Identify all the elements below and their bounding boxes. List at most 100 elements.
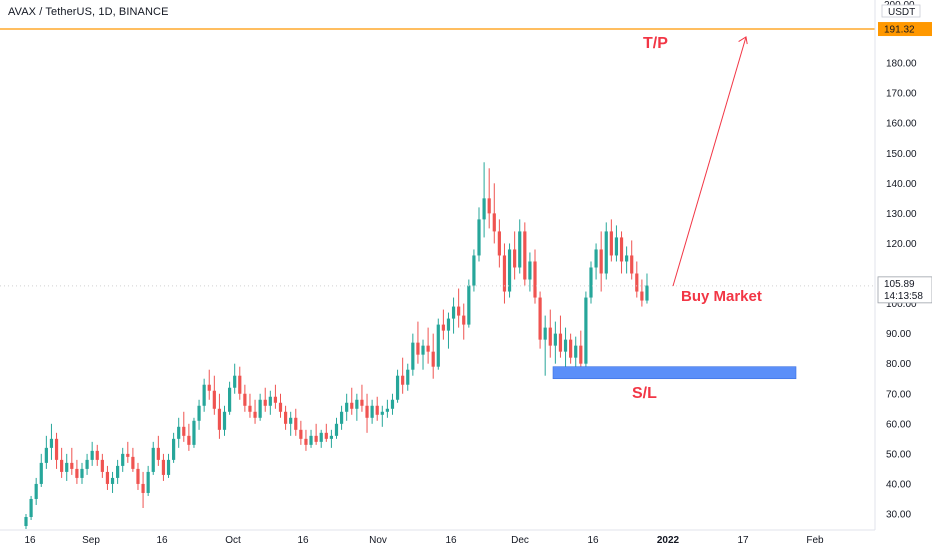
candle-body <box>350 402 354 409</box>
candle-body <box>228 387 232 412</box>
candle <box>579 330 583 370</box>
candle-body <box>39 462 43 484</box>
candle-body <box>273 396 278 403</box>
candle <box>497 219 501 268</box>
candle <box>380 405 384 427</box>
candle-body <box>492 213 496 232</box>
candle <box>630 240 634 280</box>
candle <box>278 393 283 418</box>
candle-body <box>528 261 532 280</box>
countdown-label: 14:13:58 <box>884 291 923 302</box>
candle-body <box>283 411 288 424</box>
buy-market-label: Buy Market <box>681 288 762 305</box>
candle-body <box>406 369 410 385</box>
candle <box>70 447 74 475</box>
candle-body <box>202 384 206 406</box>
time-tick-label: 16 <box>445 535 457 546</box>
price-tick-label: 160.00 <box>886 119 917 130</box>
candle-body <box>156 447 160 460</box>
candle-body <box>146 471 150 493</box>
price-tick-label: 150.00 <box>886 149 917 160</box>
candle <box>472 249 476 292</box>
time-tick-label: Dec <box>511 535 529 546</box>
candle-body <box>70 462 74 469</box>
candle-body <box>360 399 364 406</box>
candle-body <box>233 375 237 388</box>
candle-body <box>589 267 593 298</box>
time-tick-label: Oct <box>225 535 241 546</box>
candle-body <box>100 459 104 472</box>
candle <box>609 219 613 262</box>
price-tick-label: 170.00 <box>886 89 917 100</box>
candle <box>350 387 354 415</box>
candle <box>451 297 456 334</box>
candle-body <box>609 231 613 256</box>
candle <box>44 435 48 469</box>
candle <box>604 222 608 280</box>
candle <box>110 471 115 493</box>
candle-body <box>187 435 191 445</box>
candle <box>182 411 186 442</box>
candle-body <box>222 411 227 430</box>
candle-body <box>630 255 634 274</box>
candle <box>289 411 293 436</box>
time-tick-label: Nov <box>369 535 387 546</box>
candle-body <box>625 255 629 262</box>
candle <box>411 333 415 376</box>
candle <box>136 462 140 490</box>
candle-body <box>370 405 374 418</box>
candle-body <box>207 384 211 391</box>
candle-body <box>339 411 344 424</box>
candle-body <box>375 405 379 415</box>
candle-body <box>635 273 639 292</box>
candle-body <box>446 318 451 331</box>
candle <box>360 384 364 412</box>
candle <box>299 420 303 445</box>
candle-body <box>355 399 359 409</box>
candle <box>365 393 369 433</box>
price-tick-label: 40.00 <box>886 479 911 490</box>
candle-body <box>253 411 257 418</box>
candle <box>319 429 323 448</box>
candle <box>65 453 69 481</box>
candle <box>177 417 181 448</box>
last-price-tag <box>877 276 932 304</box>
candle-body <box>640 291 644 301</box>
candle <box>421 339 425 370</box>
candle <box>401 357 405 394</box>
candle-body <box>482 198 486 220</box>
price-tick-label: 90.00 <box>886 329 911 340</box>
time-scale-bg <box>0 530 932 550</box>
candle <box>60 447 64 478</box>
candle <box>29 495 33 521</box>
candle <box>273 384 278 409</box>
time-tick-label: Feb <box>806 535 824 546</box>
candle <box>258 393 262 421</box>
price-scale-bg <box>875 0 932 550</box>
time-tick-label: 2022 <box>657 535 680 546</box>
candle-body <box>594 249 598 268</box>
candle-body <box>177 426 181 439</box>
candle <box>482 162 486 238</box>
candle <box>105 465 110 490</box>
candle <box>166 453 171 478</box>
candle-body <box>75 468 79 478</box>
candle <box>589 261 593 304</box>
candle <box>416 321 420 364</box>
candle <box>90 441 94 466</box>
candle <box>355 393 359 421</box>
candle <box>395 369 400 403</box>
price-tick-label: 100.00 <box>886 299 917 310</box>
candle-body <box>467 285 471 325</box>
corner-cell <box>875 532 932 550</box>
candle <box>543 315 547 376</box>
candle-body <box>238 375 242 394</box>
candle-body <box>263 399 267 406</box>
candle-body <box>304 438 308 445</box>
candle-body <box>268 396 272 406</box>
candle <box>263 387 267 412</box>
candle-body <box>487 198 491 214</box>
price-tick-label: 70.00 <box>886 389 911 400</box>
candle <box>121 447 125 472</box>
